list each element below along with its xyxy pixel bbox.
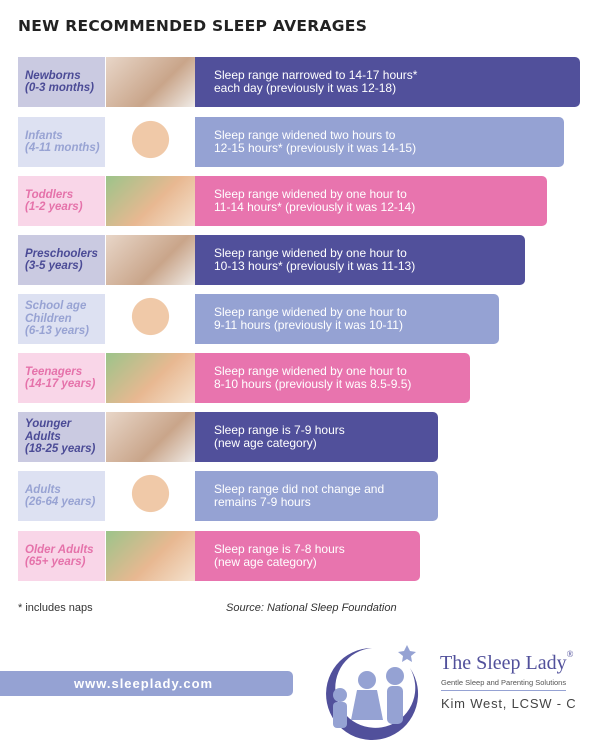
sleep-lady-logo bbox=[326, 645, 419, 740]
label-line: Older Adults bbox=[25, 543, 94, 556]
footnote: * includes naps bbox=[18, 602, 93, 614]
age-group-label: Infants (4-11 months) bbox=[18, 117, 105, 167]
sleep-range-bar: Sleep range is 7-8 hours (new age categor… bbox=[195, 531, 420, 581]
brand-author: Kim West, LCSW - C bbox=[441, 696, 577, 711]
brand-tagline: Gentle Sleep and Parenting Solutions bbox=[441, 678, 567, 691]
bar-text-line: Sleep range widened by one hour to bbox=[214, 186, 407, 201]
bar-text-line: Sleep range widened by one hour to bbox=[214, 363, 407, 378]
label-line: Teenagers bbox=[25, 365, 83, 378]
label-line: (3-5 years) bbox=[25, 260, 83, 272]
label-line: Preschoolers bbox=[25, 247, 98, 260]
label-line: (26-64 years) bbox=[25, 496, 96, 508]
age-group-label: Preschoolers (3-5 years) bbox=[18, 235, 105, 285]
label-line: (6-13 years) bbox=[25, 325, 89, 338]
sleep-range-bar: Sleep range is 7-9 hours (new age categor… bbox=[195, 412, 438, 462]
young-adult-photo bbox=[106, 412, 195, 462]
age-group-label: Teenagers (14-17 years) bbox=[18, 353, 105, 403]
bar-text-line: Sleep range is 7-9 hours bbox=[214, 422, 345, 437]
website-link[interactable]: www.sleeplady.com bbox=[0, 671, 293, 696]
label-line: Infants bbox=[25, 129, 63, 142]
age-group-label: Toddlers (1-2 years) bbox=[18, 176, 105, 226]
sleep-range-bar: Sleep range did not change and remains 7-… bbox=[195, 471, 438, 521]
bar-text-line: (new age category) bbox=[214, 555, 317, 569]
age-group-label: Newborns (0-3 months) bbox=[18, 57, 105, 107]
bar-text-line: Sleep range did not change and bbox=[214, 481, 385, 496]
sleep-range-bar: Sleep range widened by one hour to 8-10 h… bbox=[195, 353, 470, 403]
bar-text-line: Sleep range widened two hours to bbox=[214, 127, 396, 142]
label-line: Newborns bbox=[25, 69, 81, 82]
age-group-label: School age Children (6-13 years) bbox=[18, 294, 105, 344]
bar-text-line: Sleep range narrowed to 14-17 hours* bbox=[214, 67, 418, 82]
sleep-range-bar: Sleep range widened by one hour to 11-14 … bbox=[195, 176, 547, 226]
bar-text-line: 10-13 hours* (previously it was 11-13) bbox=[214, 259, 416, 273]
label-line: Adults bbox=[25, 430, 61, 443]
bar-text-line: each day (previously it was 12-18) bbox=[214, 81, 397, 95]
age-group-label: Younger Adults (18-25 years) bbox=[18, 412, 105, 462]
age-group-label: Adults (26-64 years) bbox=[18, 471, 105, 521]
bar-text-line: (new age category) bbox=[214, 436, 317, 450]
newborn-photo bbox=[106, 57, 195, 107]
sleep-range-bar: Sleep range widened two hours to 12-15 ho… bbox=[195, 117, 564, 167]
label-line: (65+ years) bbox=[25, 556, 86, 568]
preschooler-photo bbox=[106, 235, 195, 285]
toddler-photo bbox=[106, 176, 195, 226]
bar-text-line: 8-10 hours (previously it was 8.5-9.5) bbox=[214, 377, 412, 391]
brand-name: The Sleep Lady® bbox=[440, 649, 574, 675]
label-line: (18-25 years) bbox=[25, 443, 96, 456]
bar-text-line: 11-14 hours* (previously it was 12-14) bbox=[214, 200, 416, 214]
label-line: Children bbox=[25, 312, 72, 325]
age-group-label: Older Adults (65+ years) bbox=[18, 531, 105, 581]
sleep-range-bar: Sleep range widened by one hour to 10-13 … bbox=[195, 235, 525, 285]
source: Source: National Sleep Foundation bbox=[226, 602, 397, 614]
label-line: (1-2 years) bbox=[25, 201, 83, 213]
label-line: School age bbox=[25, 300, 87, 313]
label-line: (14-17 years) bbox=[25, 378, 96, 390]
bar-text-line: 9-11 hours (previously it was 10-11) bbox=[214, 318, 403, 332]
label-line: Adults bbox=[25, 483, 61, 496]
brand-name-text: The Sleep Lady bbox=[440, 652, 567, 674]
label-line: (4-11 months) bbox=[25, 142, 100, 154]
infant-photo bbox=[106, 117, 195, 167]
bar-text-line: Sleep range widened by one hour to bbox=[214, 304, 407, 319]
school-children-photo bbox=[106, 294, 195, 344]
bar-text-line: remains 7-9 hours bbox=[214, 495, 311, 509]
label-line: Toddlers bbox=[25, 188, 74, 201]
label-line: Younger bbox=[25, 418, 72, 431]
sleep-range-bar: Sleep range narrowed to 14-17 hours* each… bbox=[195, 57, 580, 107]
bar-text-line: Sleep range is 7-8 hours bbox=[214, 541, 345, 556]
sleep-range-bar: Sleep range widened by one hour to 9-11 h… bbox=[195, 294, 499, 344]
bar-text-line: Sleep range widened by one hour to bbox=[214, 245, 407, 260]
label-line: (0-3 months) bbox=[25, 82, 94, 94]
registered-mark: ® bbox=[566, 649, 574, 659]
teenager-photo bbox=[106, 353, 195, 403]
older-adults-photo bbox=[106, 531, 195, 581]
page-title: NEW RECOMMENDED SLEEP AVERAGES bbox=[18, 17, 368, 35]
bar-text-line: 12-15 hours* (previously it was 14-15) bbox=[214, 141, 417, 155]
adult-photo bbox=[106, 471, 195, 521]
